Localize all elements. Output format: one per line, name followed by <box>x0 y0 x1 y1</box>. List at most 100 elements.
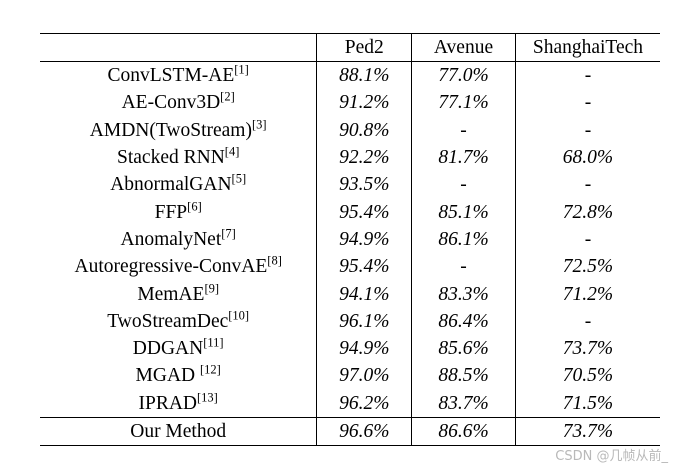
method-cell: Stacked RNN[4] <box>40 144 318 172</box>
method-cell: IPRAD[13] <box>40 389 318 418</box>
shanghaitech-cell: 70.5% <box>514 362 660 390</box>
table-row: MGAD [12] 97.0% 88.5% 70.5% <box>40 362 660 390</box>
ped2-cell: 93.5% <box>316 171 413 199</box>
avenue-cell: 77.1% <box>411 89 516 117</box>
method-name: ConvLSTM-AE <box>107 65 235 87</box>
citation-ref: [1] <box>234 62 249 77</box>
method-cell: Autoregressive-ConvAE[8] <box>40 253 318 281</box>
method-cell: AMDN(TwoStream)[3] <box>40 116 318 145</box>
ped2-cell: 97.0% <box>316 362 413 390</box>
our-method-shanghaitech: 73.7% <box>514 417 660 447</box>
shanghaitech-cell: - <box>514 307 660 336</box>
header-shanghaitech: ShanghaiTech <box>514 32 660 63</box>
method-cell: FFP[6] <box>40 198 318 227</box>
method-name: AnomalyNet <box>120 228 222 250</box>
table-row: AbnormalGAN[5] 93.5% - - <box>40 171 660 199</box>
shanghaitech-cell: 72.8% <box>514 198 660 227</box>
citation-ref: [11] <box>203 335 224 350</box>
avenue-cell: 81.7% <box>411 144 516 172</box>
avenue-cell: 83.3% <box>411 280 516 308</box>
citation-ref: [9] <box>204 281 220 296</box>
citation-ref: [12] <box>200 362 221 377</box>
shanghaitech-cell: 73.7% <box>514 335 660 363</box>
method-cell: ConvLSTM-AE[1] <box>40 61 318 90</box>
method-name: MemAE <box>137 283 205 305</box>
citation-ref: [4] <box>224 144 240 159</box>
table-row: TwoStreamDec[10] 96.1% 86.4% - <box>40 307 660 336</box>
header-avenue: Avenue <box>411 32 516 63</box>
avenue-cell: 85.1% <box>411 198 516 227</box>
citation-ref: [6] <box>187 199 202 214</box>
citation-ref: [13] <box>197 390 218 405</box>
method-cell: DDGAN[11] <box>40 335 318 363</box>
avenue-cell: - <box>411 253 516 281</box>
ped2-cell: 90.8% <box>316 116 413 145</box>
ped2-cell: 96.1% <box>316 307 413 336</box>
our-method-avenue: 86.6% <box>411 417 516 447</box>
header-ped2: Ped2 <box>316 32 413 63</box>
ped2-cell: 94.9% <box>316 335 413 363</box>
ped2-cell: 92.2% <box>316 144 413 172</box>
ped2-cell: 94.1% <box>316 280 413 308</box>
shanghaitech-cell: 68.0% <box>514 144 660 172</box>
shanghaitech-cell: 72.5% <box>514 253 660 281</box>
method-cell: MGAD [12] <box>40 362 318 390</box>
table-row: AnomalyNet[7] 94.9% 86.1% - <box>40 226 660 254</box>
shanghaitech-cell: 71.5% <box>514 389 660 418</box>
method-name: AMDN(TwoStream) <box>89 119 252 141</box>
citation-ref: [7] <box>221 226 236 241</box>
ped2-cell: 88.1% <box>316 61 413 90</box>
header-method <box>40 32 318 63</box>
table-row: DDGAN[11] 94.9% 85.6% 73.7% <box>40 335 660 363</box>
citation-ref: [10] <box>228 308 250 323</box>
avenue-cell: 85.6% <box>411 335 516 363</box>
citation-ref: [5] <box>231 171 247 186</box>
avenue-cell: 77.0% <box>411 61 516 90</box>
shanghaitech-cell: - <box>514 226 660 254</box>
method-name: MGAD <box>135 365 200 387</box>
table-row: MemAE[9] 94.1% 83.3% 71.2% <box>40 280 660 308</box>
results-table: Ped2 Avenue ShanghaiTech ConvLSTM-AE[1] 8… <box>40 32 660 447</box>
table-row: FFP[6] 95.4% 85.1% 72.8% <box>40 198 660 227</box>
method-name: DDGAN <box>132 338 204 360</box>
method-cell: AE-Conv3D[2] <box>40 89 318 117</box>
table-row: IPRAD[13] 96.2% 83.7% 71.5% <box>40 389 660 418</box>
method-name: Stacked RNN <box>117 147 225 169</box>
ped2-cell: 96.2% <box>316 389 413 418</box>
our-method-name: Our Method <box>40 417 318 447</box>
method-name: AE-Conv3D <box>121 92 221 114</box>
shanghaitech-cell: 71.2% <box>514 280 660 308</box>
method-cell: AnomalyNet[7] <box>40 226 318 254</box>
avenue-cell: - <box>411 116 516 145</box>
citation-ref: [8] <box>267 253 282 268</box>
method-cell: AbnormalGAN[5] <box>40 171 318 199</box>
header-row: Ped2 Avenue ShanghaiTech <box>40 32 660 63</box>
method-cell: MemAE[9] <box>40 280 318 308</box>
method-cell: TwoStreamDec[10] <box>40 307 318 336</box>
avenue-cell: 86.1% <box>411 226 516 254</box>
method-name: FFP <box>154 201 188 223</box>
method-name: AbnormalGAN <box>110 174 232 196</box>
method-name: TwoStreamDec <box>107 310 229 332</box>
shanghaitech-cell: - <box>514 89 660 117</box>
shanghaitech-cell: - <box>514 61 660 90</box>
method-name: Autoregressive-ConvAE <box>74 256 268 278</box>
ped2-cell: 94.9% <box>316 226 413 254</box>
citation-ref: [2] <box>220 89 235 104</box>
citation-ref: [3] <box>251 117 267 132</box>
results-body: ConvLSTM-AE[1] 88.1% 77.0% - AE-Conv3D[2] 91.… <box>40 61 660 447</box>
avenue-cell: - <box>411 171 516 199</box>
method-name: IPRAD <box>138 392 198 414</box>
our-method-ped2: 96.6% <box>316 417 413 447</box>
shanghaitech-cell: - <box>514 171 660 199</box>
table-row: AE-Conv3D[2] 91.2% 77.1% - <box>40 89 660 117</box>
our-method-row: Our Method 96.6% 86.6% 73.7% <box>40 417 660 447</box>
ped2-cell: 95.4% <box>316 253 413 281</box>
ped2-cell: 95.4% <box>316 198 413 227</box>
avenue-cell: 88.5% <box>411 362 516 390</box>
shanghaitech-cell: - <box>514 116 660 145</box>
ped2-cell: 91.2% <box>316 89 413 117</box>
table-row: Autoregressive-ConvAE[8] 95.4% -72.5% <box>40 253 660 281</box>
avenue-cell: 86.4% <box>411 307 516 336</box>
table-row: Stacked RNN[4] 92.2% 81.7% 68.0% <box>40 144 660 172</box>
